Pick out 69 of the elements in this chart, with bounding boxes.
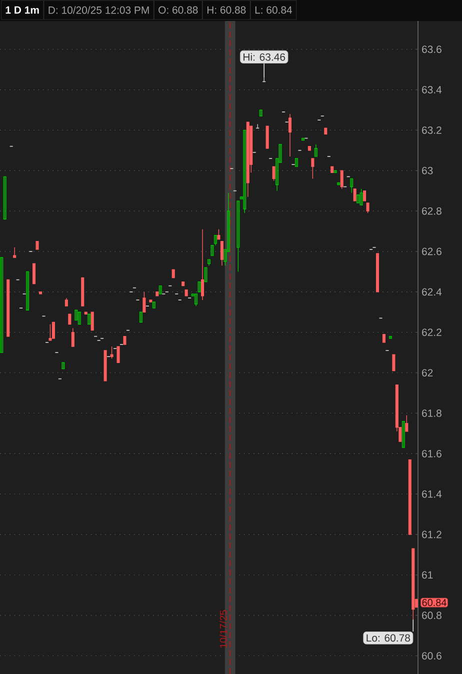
- candlestick: [88, 314, 91, 325]
- y-tick-label: 63.4: [422, 86, 442, 94]
- candlestick: [3, 176, 6, 220]
- candlestick: [340, 170, 344, 190]
- annotation: Lo: 60.78: [366, 634, 410, 642]
- candlestick: [71, 328, 74, 347]
- candlestick: [13, 247, 16, 258]
- candlestick: [366, 202, 370, 214]
- candlestick: [52, 322, 55, 339]
- text: D: 10/20/25 12:03 PM: [48, 6, 149, 14]
- candlestick: [301, 138, 304, 141]
- y-tick-label: 61.6: [422, 450, 442, 458]
- candlestick: [74, 310, 78, 321]
- candlestick: [360, 188, 363, 206]
- text: H: 60.88: [207, 6, 246, 14]
- candlestick: [116, 346, 120, 364]
- candlestick: [272, 166, 276, 182]
- candlestick: [350, 178, 354, 194]
- y-tick-label: 62.8: [422, 207, 442, 215]
- candlestick: [363, 190, 366, 202]
- candlestick: [110, 346, 114, 359]
- candlestick: [78, 312, 81, 325]
- candlestick: [152, 302, 156, 308]
- y-tick-label: 60.6: [422, 652, 442, 660]
- candlestick: [236, 200, 240, 272]
- candlestick: [142, 292, 146, 312]
- candlestick: [353, 188, 356, 202]
- candlestick: [266, 126, 269, 149]
- y-tick-label: 62: [422, 369, 433, 376]
- y-tick-label: 62.2: [422, 328, 442, 336]
- y-tick-label: 61.8: [422, 410, 442, 417]
- annotation: 10/17/25: [220, 610, 227, 648]
- y-tick-label: 62.6: [422, 248, 442, 256]
- annotation: Hi: 63.46: [244, 53, 286, 61]
- candlestick: [90, 312, 94, 331]
- candlestick: [201, 228, 204, 300]
- chart-title: 1 D 1m: [6, 6, 39, 14]
- candlestick: [243, 130, 246, 214]
- text: O: 60.88: [158, 6, 198, 14]
- y-tick-label: 61: [422, 571, 433, 579]
- candlestick: [405, 414, 408, 432]
- candlestick: [402, 420, 405, 448]
- y-tick-label: 61.4: [422, 490, 442, 498]
- text: 60.84: [422, 599, 446, 606]
- y-tick-label: 63.6: [422, 46, 442, 54]
- candlestick: [204, 267, 208, 282]
- candlestick: [392, 354, 396, 372]
- candlestick: [294, 158, 298, 167]
- candlestick: [32, 263, 36, 284]
- y-tick-label: 63.2: [422, 126, 442, 134]
- candlestick: [26, 271, 30, 310]
- candlestick: [198, 281, 201, 292]
- candlestick: [194, 294, 198, 306]
- text: L: 60.84: [255, 6, 292, 14]
- y-tick-label: 62.4: [422, 288, 442, 296]
- candlestick: [139, 312, 142, 323]
- candlestick: [220, 241, 224, 266]
- y-tick-label: 61.2: [422, 530, 442, 538]
- candlestick: [288, 114, 292, 157]
- y-tick-label: 63: [422, 166, 433, 174]
- candlestick: [314, 144, 318, 157]
- candlestick: [48, 324, 52, 341]
- candlestick: [68, 314, 72, 325]
- candlestick: [207, 259, 211, 266]
- candlestick: [311, 158, 314, 180]
- y-tick-label: 60.8: [422, 612, 442, 620]
- candlestick: [217, 228, 220, 240]
- candlestick: [388, 336, 392, 339]
- candlestick: [0, 257, 4, 353]
